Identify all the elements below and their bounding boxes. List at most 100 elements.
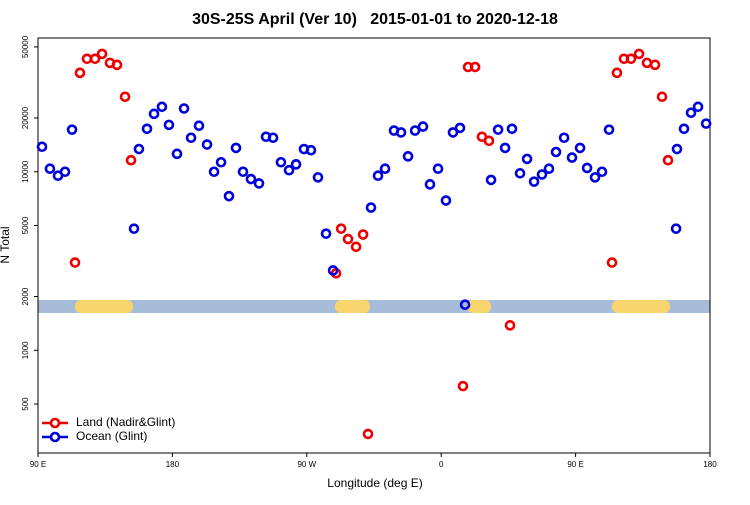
point — [133, 143, 145, 155]
ocean-strip — [38, 300, 710, 313]
point — [454, 122, 466, 134]
point — [253, 178, 265, 189]
point — [447, 127, 459, 138]
point — [237, 166, 249, 178]
point — [485, 174, 497, 186]
point — [402, 151, 414, 162]
point — [185, 132, 197, 144]
legend-marker — [49, 417, 61, 429]
point — [362, 428, 374, 440]
point — [670, 223, 682, 234]
x-tick-label: 90 E — [30, 460, 46, 469]
point — [424, 179, 436, 190]
y-tick-label: 5000 — [21, 216, 30, 234]
point — [459, 299, 471, 311]
point — [566, 152, 578, 163]
point — [440, 195, 452, 206]
point — [662, 154, 674, 166]
legend-label: Ocean (Glint) — [76, 429, 147, 443]
point — [335, 223, 347, 234]
y-tick-label: 500 — [21, 397, 30, 411]
x-tick-label: 90 W — [297, 460, 316, 469]
point — [365, 202, 377, 213]
chart-title: 30S-25S April (Ver 10) 2015-01-01 to 202… — [192, 11, 558, 28]
point — [372, 170, 384, 182]
x-tick-label: 90 E — [567, 460, 583, 469]
point — [499, 142, 511, 154]
point — [504, 320, 516, 331]
surface-strip — [38, 300, 710, 313]
point — [156, 101, 168, 113]
point — [528, 176, 540, 187]
y-tick-label: 1000 — [21, 341, 30, 359]
land-strip — [335, 300, 370, 313]
point — [469, 61, 481, 73]
point — [275, 156, 287, 168]
y-tick-label: 10000 — [21, 160, 30, 183]
point — [305, 144, 317, 156]
point — [245, 173, 257, 185]
point — [589, 172, 601, 183]
point — [193, 120, 205, 132]
point — [692, 101, 704, 113]
point — [611, 67, 623, 79]
point — [603, 124, 615, 135]
point — [409, 125, 421, 136]
point — [395, 127, 407, 138]
legend-marker — [49, 431, 61, 443]
point — [514, 168, 526, 179]
y-tick-label: 2000 — [21, 287, 30, 305]
point — [59, 166, 71, 178]
land-strip — [75, 300, 133, 313]
point — [283, 164, 295, 176]
point — [208, 166, 220, 178]
point — [148, 108, 160, 120]
point — [342, 233, 354, 245]
point — [119, 91, 131, 103]
point — [656, 91, 668, 103]
point — [558, 132, 570, 144]
point — [312, 172, 324, 183]
y-tick-label: 20000 — [21, 106, 30, 129]
point — [327, 265, 339, 276]
point — [700, 118, 712, 129]
point — [74, 67, 86, 79]
point — [128, 223, 140, 234]
point — [432, 163, 444, 174]
point — [506, 123, 518, 135]
legend-label: Land (Nadir&Glint) — [76, 415, 175, 429]
point — [125, 154, 137, 166]
point — [685, 107, 697, 119]
point — [633, 48, 645, 60]
point — [678, 123, 690, 135]
point — [96, 48, 108, 60]
point — [521, 153, 533, 165]
point — [66, 124, 78, 135]
point — [178, 103, 190, 114]
y-tick-label: 50000 — [21, 35, 30, 58]
point — [89, 53, 101, 65]
point — [171, 148, 183, 160]
point — [163, 119, 175, 131]
plot-frame — [37, 37, 711, 454]
land-strip — [612, 300, 670, 313]
point — [457, 380, 469, 392]
point — [574, 142, 586, 154]
point — [550, 146, 562, 158]
point — [581, 162, 593, 174]
x-tick-label: 180 — [166, 460, 180, 469]
point — [536, 169, 548, 180]
point — [290, 159, 302, 170]
point — [350, 241, 362, 253]
point — [201, 139, 213, 150]
point — [492, 124, 504, 135]
point — [379, 163, 391, 174]
point — [111, 59, 123, 71]
point — [44, 163, 56, 174]
point — [69, 257, 81, 268]
point — [625, 53, 637, 65]
x-tick-label: 180 — [703, 460, 717, 469]
point — [543, 163, 555, 174]
